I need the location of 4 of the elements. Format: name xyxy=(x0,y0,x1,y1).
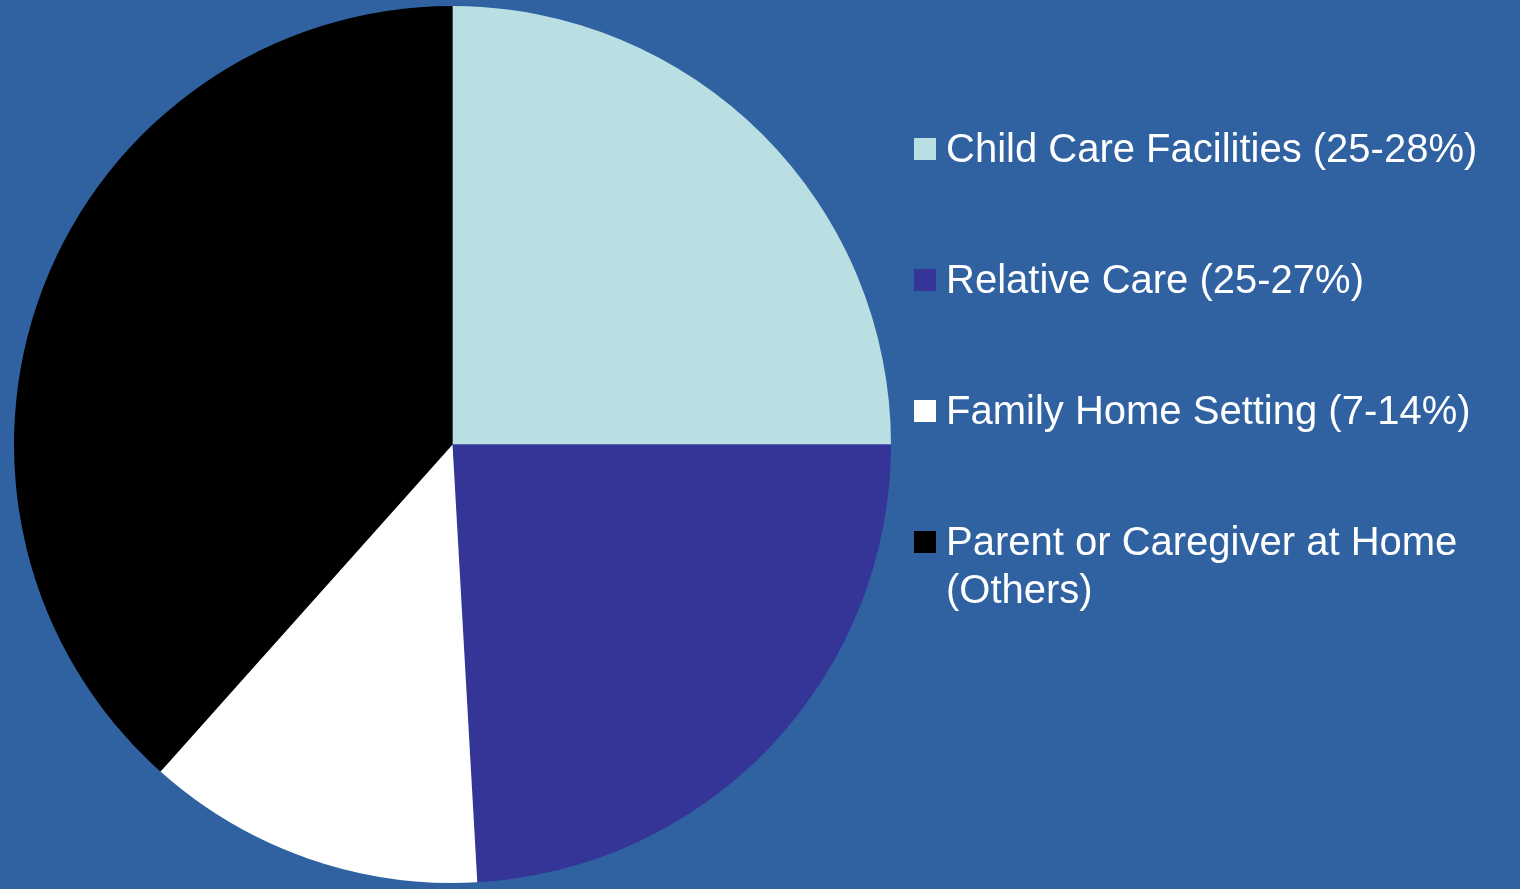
legend-label: Parent or Caregiver at Home (Others) xyxy=(946,518,1459,613)
legend-label: Family Home Setting (7-14%) xyxy=(946,387,1471,434)
legend-label: Relative Care (25-27%) xyxy=(946,256,1364,303)
legend-label: Child Care Facilities (25-28%) xyxy=(946,125,1478,172)
